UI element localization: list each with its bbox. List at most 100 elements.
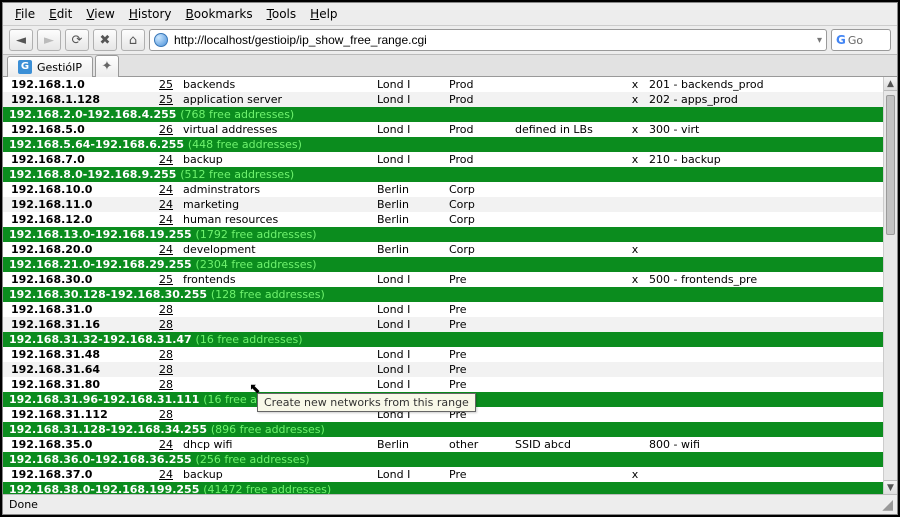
free-range-row[interactable]: 192.168.21.0-192.168.29.255 (2304 free a… — [3, 257, 883, 272]
free-range-row[interactable]: 192.168.30.128-192.168.30.255 (128 free … — [3, 287, 883, 302]
mask-cell[interactable]: 24 — [133, 212, 179, 227]
mask-cell[interactable]: 25 — [133, 77, 179, 92]
resize-grip[interactable]: ◢ — [882, 497, 891, 513]
url-bar[interactable]: ▾ — [149, 29, 827, 51]
home-button[interactable]: ⌂ — [121, 29, 145, 51]
ip-cell[interactable]: 192.168.37.0 — [3, 467, 133, 482]
reload-button[interactable]: ⟳ — [65, 29, 89, 51]
note-cell — [511, 377, 625, 392]
menu-edit[interactable]: Edit — [43, 5, 78, 23]
ip-cell[interactable]: 192.168.7.0 — [3, 152, 133, 167]
type-cell: Corp — [445, 242, 511, 257]
free-count: (896 free addresses) — [211, 423, 325, 436]
free-range-row[interactable]: 192.168.36.0-192.168.36.255 (256 free ad… — [3, 452, 883, 467]
ip-cell[interactable]: 192.168.31.0 — [3, 302, 133, 317]
back-button[interactable]: ◄ — [9, 29, 33, 51]
ip-cell[interactable]: 192.168.12.0 — [3, 212, 133, 227]
mask-cell[interactable]: 26 — [133, 122, 179, 137]
menu-file[interactable]: File — [9, 5, 41, 23]
label-cell — [645, 347, 883, 362]
free-range-row[interactable]: 192.168.31.32-192.168.31.47 (16 free add… — [3, 332, 883, 347]
type-cell: Prod — [445, 77, 511, 92]
ip-cell[interactable]: 192.168.31.16 — [3, 317, 133, 332]
network-row[interactable]: 192.168.20.024developmentBerlinCorpx — [3, 242, 883, 257]
ip-cell[interactable]: 192.168.31.112 — [3, 407, 133, 422]
network-row[interactable]: 192.168.31.4828Lond IPre — [3, 347, 883, 362]
mask-cell[interactable]: 24 — [133, 197, 179, 212]
menu-bookmarks[interactable]: Bookmarks — [180, 5, 259, 23]
location-cell: Lond I — [373, 467, 445, 482]
mask-cell[interactable]: 25 — [133, 92, 179, 107]
url-input[interactable] — [172, 32, 813, 48]
free-range-row[interactable]: 192.168.38.0-192.168.199.255 (41472 free… — [3, 482, 883, 494]
mask-cell[interactable]: 28 — [133, 377, 179, 392]
network-row[interactable]: 192.168.30.025frontendsLond IPrex500 - f… — [3, 272, 883, 287]
ip-cell[interactable]: 192.168.10.0 — [3, 182, 133, 197]
free-range-row[interactable]: 192.168.5.64-192.168.6.255 (448 free add… — [3, 137, 883, 152]
stop-button[interactable]: ✖ — [93, 29, 117, 51]
network-row[interactable]: 192.168.37.024backupLond IPrex — [3, 467, 883, 482]
ip-cell[interactable]: 192.168.11.0 — [3, 197, 133, 212]
tooltip-text: Create new networks from this range — [264, 396, 469, 409]
scroll-thumb[interactable] — [886, 95, 895, 235]
network-row[interactable]: 192.168.10.024adminstratorsBerlinCorp — [3, 182, 883, 197]
mask-cell[interactable]: 24 — [133, 152, 179, 167]
new-tab-button[interactable]: ✦ — [95, 55, 119, 77]
ip-cell[interactable]: 192.168.5.0 — [3, 122, 133, 137]
mask-cell[interactable]: 28 — [133, 362, 179, 377]
mask-cell[interactable]: 24 — [133, 467, 179, 482]
mask-cell[interactable]: 24 — [133, 182, 179, 197]
network-row[interactable]: 192.168.31.6428Lond IPre — [3, 362, 883, 377]
mask-cell[interactable]: 24 — [133, 242, 179, 257]
ip-cell[interactable]: 192.168.1.0 — [3, 77, 133, 92]
scroll-up-arrow[interactable]: ▲ — [884, 77, 897, 91]
network-row[interactable]: 192.168.31.028Lond IPre — [3, 302, 883, 317]
ip-cell[interactable]: 192.168.1.128 — [3, 92, 133, 107]
tab-gestioip[interactable]: G GestióIP — [7, 56, 93, 77]
mask-cell[interactable]: 28 — [133, 347, 179, 362]
range-text: 192.168.36.0-192.168.36.255 — [9, 453, 196, 466]
scroll-down-arrow[interactable]: ▼ — [884, 480, 897, 494]
location-cell: Lond I — [373, 272, 445, 287]
type-cell: Corp — [445, 182, 511, 197]
location-cell: Lond I — [373, 302, 445, 317]
label-cell: 800 - wifi — [645, 437, 883, 452]
menu-view[interactable]: View — [80, 5, 120, 23]
menu-history[interactable]: History — [123, 5, 178, 23]
network-row[interactable]: 192.168.7.024backupLond IProdx210 - back… — [3, 152, 883, 167]
ip-cell[interactable]: 192.168.31.48 — [3, 347, 133, 362]
nav-toolbar: ◄ ► ⟳ ✖ ⌂ ▾ G Go — [3, 26, 897, 55]
x-cell — [625, 197, 645, 212]
free-range-row[interactable]: 192.168.31.128-192.168.34.255 (896 free … — [3, 422, 883, 437]
free-range-row[interactable]: 192.168.13.0-192.168.19.255 (1792 free a… — [3, 227, 883, 242]
mask-cell[interactable]: 28 — [133, 302, 179, 317]
mask-cell[interactable]: 24 — [133, 437, 179, 452]
network-row[interactable]: 192.168.1.025backendsLond IProdx201 - ba… — [3, 77, 883, 92]
network-row[interactable]: 192.168.12.024human resourcesBerlinCorp — [3, 212, 883, 227]
network-row[interactable]: 192.168.5.026virtual addressesLond IProd… — [3, 122, 883, 137]
network-row[interactable]: 192.168.35.024dhcp wifiBerlinotherSSID a… — [3, 437, 883, 452]
ip-cell[interactable]: 192.168.20.0 — [3, 242, 133, 257]
ip-cell[interactable]: 192.168.35.0 — [3, 437, 133, 452]
network-row[interactable]: 192.168.31.1628Lond IPre — [3, 317, 883, 332]
network-row[interactable]: 192.168.1.12825application serverLond IP… — [3, 92, 883, 107]
menu-help[interactable]: Help — [304, 5, 343, 23]
ip-cell[interactable]: 192.168.31.64 — [3, 362, 133, 377]
ip-cell[interactable]: 192.168.31.80 — [3, 377, 133, 392]
vertical-scrollbar[interactable]: ▲ ▼ — [883, 77, 897, 494]
forward-button[interactable]: ► — [37, 29, 61, 51]
x-cell — [625, 317, 645, 332]
label-cell: 202 - apps_prod — [645, 92, 883, 107]
search-box[interactable]: G Go — [831, 29, 891, 51]
mask-cell[interactable]: 25 — [133, 272, 179, 287]
menu-tools[interactable]: Tools — [261, 5, 303, 23]
mask-cell[interactable]: 28 — [133, 317, 179, 332]
network-row[interactable]: 192.168.31.8028Lond IPre — [3, 377, 883, 392]
ip-cell[interactable]: 192.168.30.0 — [3, 272, 133, 287]
network-row[interactable]: 192.168.11.024marketingBerlinCorp — [3, 197, 883, 212]
free-range-row[interactable]: 192.168.8.0-192.168.9.255 (512 free addr… — [3, 167, 883, 182]
mask-cell[interactable]: 28 — [133, 407, 179, 422]
free-range-row[interactable]: 192.168.2.0-192.168.4.255 (768 free addr… — [3, 107, 883, 122]
url-dropdown-icon[interactable]: ▾ — [817, 35, 822, 46]
type-cell: Prod — [445, 92, 511, 107]
